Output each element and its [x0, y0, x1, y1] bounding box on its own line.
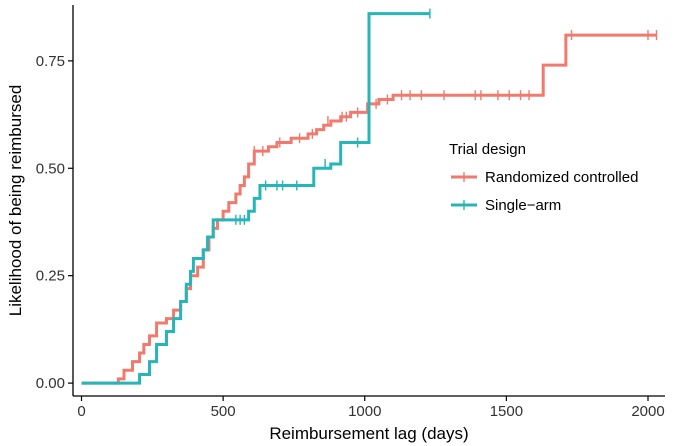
x-axis-title: Reimbursement lag (days)	[269, 424, 468, 443]
x-tick-label: 500	[211, 403, 236, 420]
legend-items: Randomized controlled Single−arm	[451, 169, 638, 214]
y-axis-ticks: 0.00 0.25 0.50 0.75	[36, 53, 73, 392]
y-tick-label: 0.00	[36, 375, 65, 392]
series-randomized-controlled	[81, 30, 658, 385]
x-tick-label: 2000	[631, 403, 664, 420]
x-tick-label: 0	[77, 403, 85, 420]
legend-label: Single−arm	[485, 197, 561, 214]
x-axis-ticks: 0 500 1000 1500 2000	[77, 396, 665, 420]
x-tick-label: 1000	[348, 403, 381, 420]
legend: Trial design Randomized controlled Single…	[449, 141, 638, 214]
y-tick-label: 0.75	[36, 53, 65, 70]
series-line	[81, 12, 430, 385]
y-tick-label: 0.25	[36, 268, 65, 285]
series-layer	[81, 8, 658, 385]
series-single-arm	[81, 8, 431, 385]
legend-title: Trial design	[449, 141, 526, 158]
legend-item: Single−arm	[451, 197, 561, 214]
y-axis-title: Likelihood of being reimbursed	[6, 85, 25, 317]
x-tick-label: 1500	[490, 403, 523, 420]
legend-item: Randomized controlled	[451, 169, 638, 186]
y-tick-label: 0.50	[36, 160, 65, 177]
legend-label: Randomized controlled	[485, 169, 638, 186]
